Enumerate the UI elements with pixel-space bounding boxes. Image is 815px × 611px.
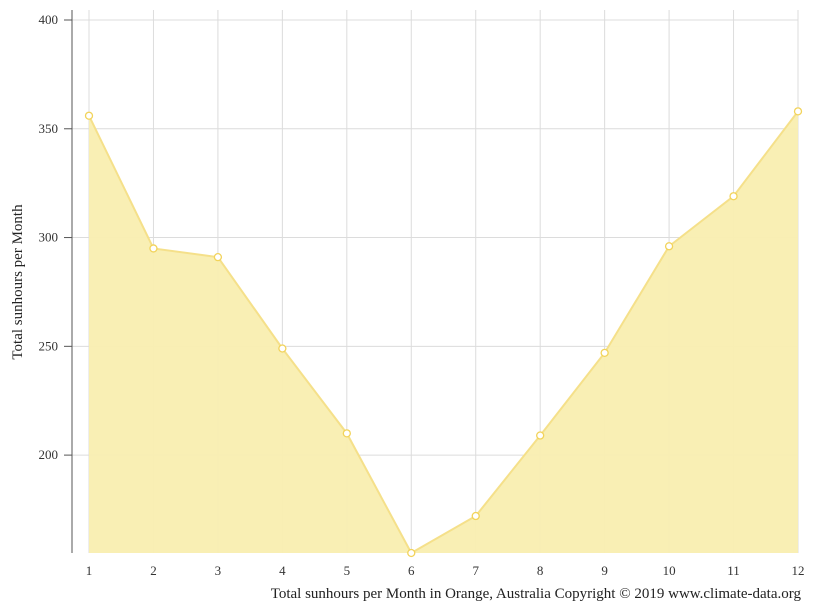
x-tick-label: 3 [215,563,222,578]
data-point [342,429,351,438]
x-tick-label: 2 [150,563,157,578]
data-point [213,252,223,262]
data-point [729,192,738,201]
y-tick-label: 350 [39,121,59,136]
data-point [471,511,480,521]
y-axis-title: Total sunhours per Month [10,204,26,360]
x-tick-label: 4 [279,563,286,578]
y-ticks: 200 250 300 350 400 [39,12,72,462]
data-point [149,244,158,253]
chart-caption: Total sunhours per Month in Orange, Aust… [271,586,802,602]
x-tick-label: 11 [727,563,740,578]
x-tick-label: 1 [86,563,93,578]
data-point [600,348,609,358]
data-point [793,107,803,116]
area-series [88,110,799,555]
series-line [88,110,799,555]
y-tick-label: 400 [39,12,59,27]
data-points [84,107,803,558]
area-fill [89,111,798,553]
data-point [278,344,287,353]
data-point [407,548,416,558]
data-point [84,111,94,120]
x-tick-label: 5 [344,563,351,578]
x-tick-label: 7 [472,563,479,578]
y-tick-label: 300 [39,230,59,245]
y-tick-label: 250 [39,338,59,353]
data-point [664,242,674,251]
x-tick-label: 10 [663,563,676,578]
x-tick-label: 8 [537,563,544,578]
x-tick-label: 6 [408,563,415,578]
x-ticks: 1 2 3 4 5 6 7 8 9 10 11 12 [86,563,805,578]
x-tick-label: 9 [601,563,608,578]
data-point [536,431,545,440]
x-tick-label: 12 [792,563,805,578]
y-tick-label: 200 [39,447,59,462]
